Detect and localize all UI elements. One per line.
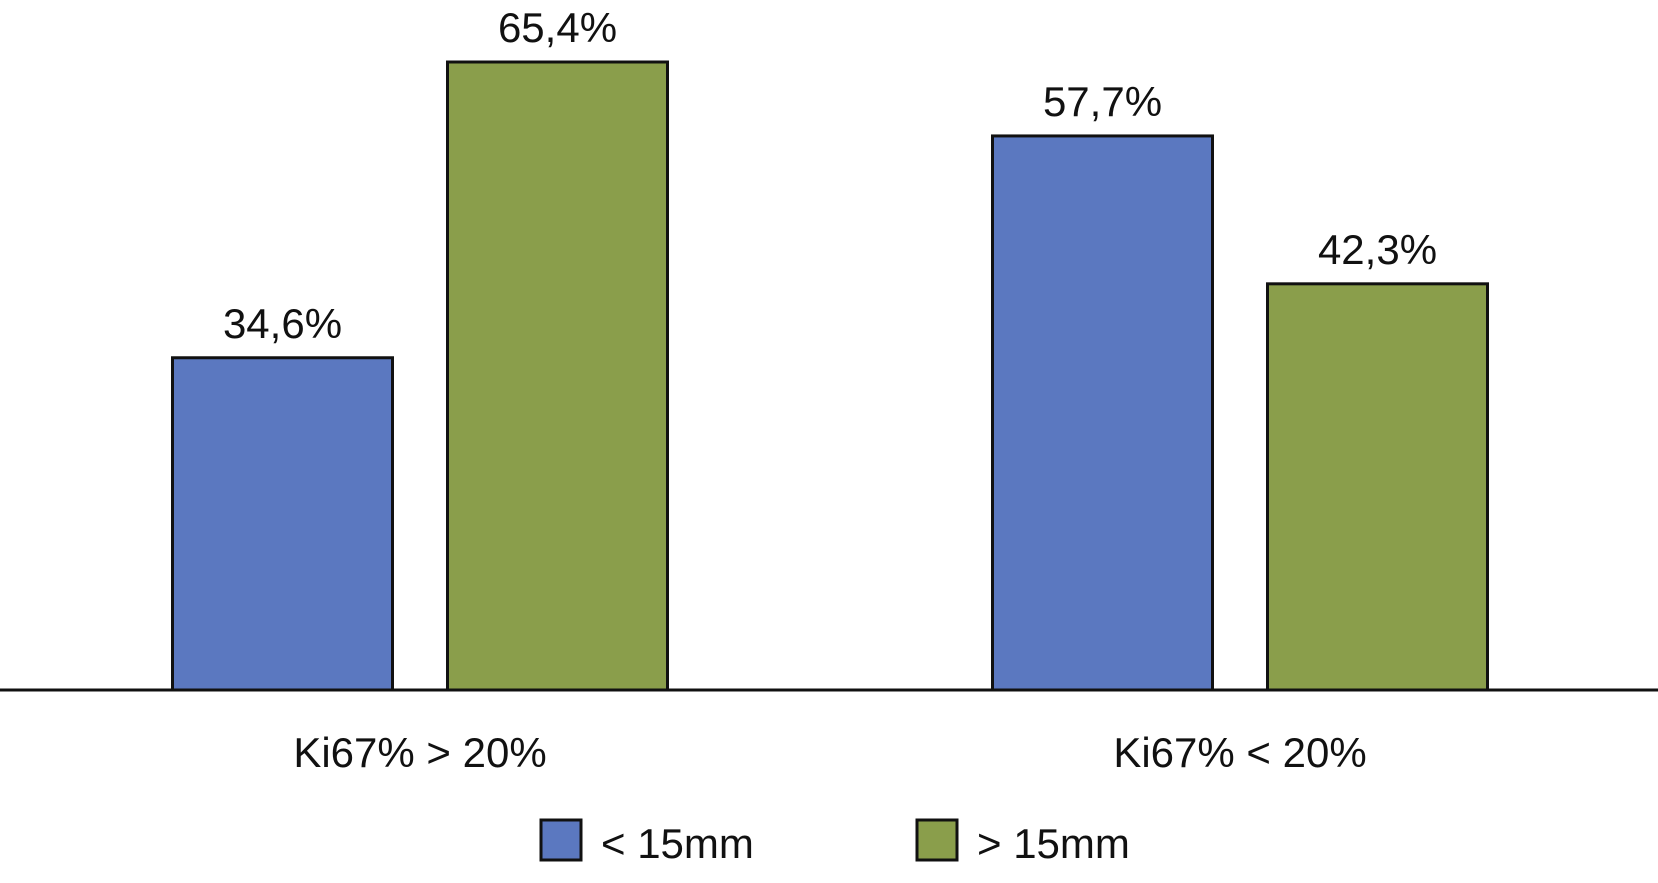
bars-group — [171, 60, 1489, 692]
value-labels-group: 34,6% 65,4% 57,7% 42,3% — [223, 4, 1437, 347]
bar-0-0 — [171, 356, 394, 692]
value-label-1-0: 57,7% — [1043, 78, 1162, 125]
category-label-1: Ki67% < 20% — [1113, 729, 1366, 776]
bar-1-0 — [991, 134, 1214, 692]
value-label-0-1: 65,4% — [498, 4, 617, 51]
value-label-0-0: 34,6% — [223, 300, 342, 347]
category-labels-group: Ki67% > 20% Ki67% < 20% — [293, 729, 1366, 776]
legend: < 15mm > 15mm — [539, 818, 1130, 867]
legend-label-1: > 15mm — [977, 820, 1130, 867]
legend-label-0: < 15mm — [601, 820, 754, 867]
category-label-0: Ki67% > 20% — [293, 729, 546, 776]
bar-0-1 — [446, 60, 669, 692]
value-label-1-1: 42,3% — [1318, 226, 1437, 273]
legend-swatch-1 — [915, 818, 959, 862]
bar-1-1 — [1266, 282, 1489, 692]
legend-swatch-0 — [539, 818, 583, 862]
